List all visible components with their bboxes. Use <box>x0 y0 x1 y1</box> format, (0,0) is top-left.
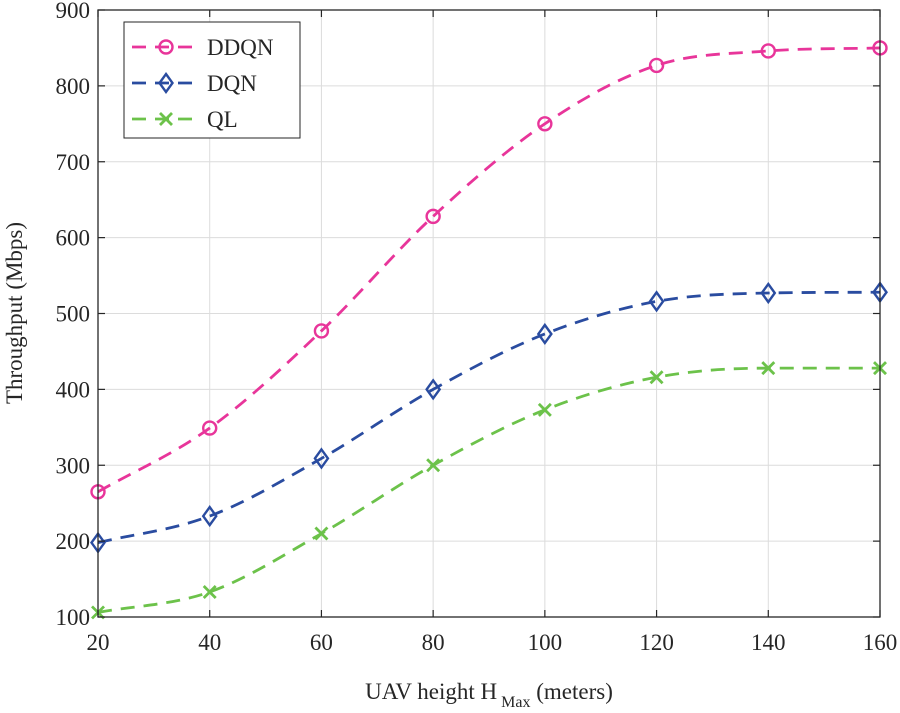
data-point <box>313 447 330 470</box>
legend-label: QL <box>207 107 238 132</box>
y-tick-label: 400 <box>56 377 91 402</box>
legend-label: DDQN <box>207 35 274 60</box>
x-tick-label: 120 <box>639 630 674 655</box>
y-axis-label: Throughput (Mbps) <box>2 222 27 404</box>
y-tick-label: 700 <box>56 150 91 175</box>
x-tick-label: 20 <box>87 630 110 655</box>
y-tick-label: 900 <box>56 0 91 23</box>
series-line <box>97 366 880 614</box>
data-point <box>202 584 217 599</box>
legend-marker <box>158 39 174 55</box>
y-tick-label: 800 <box>56 74 91 99</box>
data-point <box>425 378 442 401</box>
data-point <box>537 116 553 132</box>
x-tick-label: 160 <box>863 630 898 655</box>
legend-entry-ddqn: DDQN <box>132 35 274 60</box>
legend-box <box>123 21 301 139</box>
data-point <box>649 370 664 385</box>
y-tick-label: 600 <box>56 226 91 251</box>
data-point <box>426 458 441 473</box>
x-axis-label-main: UAV height H <box>365 679 497 704</box>
series-line <box>97 46 881 494</box>
x-axis-label: UAV height H Max (meters) <box>365 679 613 711</box>
series-line <box>97 290 881 545</box>
legend-label: DQN <box>207 71 257 96</box>
y-tick-label: 200 <box>56 529 91 554</box>
data-point <box>202 420 218 436</box>
legend-entry-ql: QL <box>132 107 238 132</box>
x-axis-label-unit: (meters) <box>531 679 613 704</box>
x-tick-label: 140 <box>751 630 786 655</box>
data-point <box>314 526 329 541</box>
data-point <box>536 322 553 346</box>
legend-entry-dqn: DQN <box>132 71 257 96</box>
axis-ticks: 20 40 60 80 100 120 140 160 100 200 300 400 500 600 70… <box>56 0 898 655</box>
data-point <box>760 43 776 59</box>
x-tick-label: 40 <box>198 630 221 655</box>
series-ql <box>91 361 887 620</box>
data-point <box>313 323 330 339</box>
x-tick-label: 100 <box>528 630 563 655</box>
data-point <box>201 505 218 528</box>
series-ddqn <box>90 40 888 500</box>
x-tick-label: 60 <box>310 630 333 655</box>
legend: DDQN DQN QL <box>123 21 301 139</box>
data-point <box>761 361 776 376</box>
y-tick-label: 100 <box>56 605 91 630</box>
data-point <box>648 57 665 74</box>
data-point <box>425 208 441 225</box>
data-point <box>760 281 777 305</box>
legend-marker <box>158 71 174 95</box>
y-tick-label: 500 <box>56 302 91 327</box>
legend-marker <box>159 112 173 126</box>
data-point <box>648 290 665 313</box>
x-tick-label: 80 <box>422 630 445 655</box>
y-tick-label: 300 <box>56 453 91 478</box>
data-point <box>537 402 552 417</box>
series-dqn <box>90 281 888 554</box>
x-axis-label-subscript: Max <box>501 694 530 711</box>
